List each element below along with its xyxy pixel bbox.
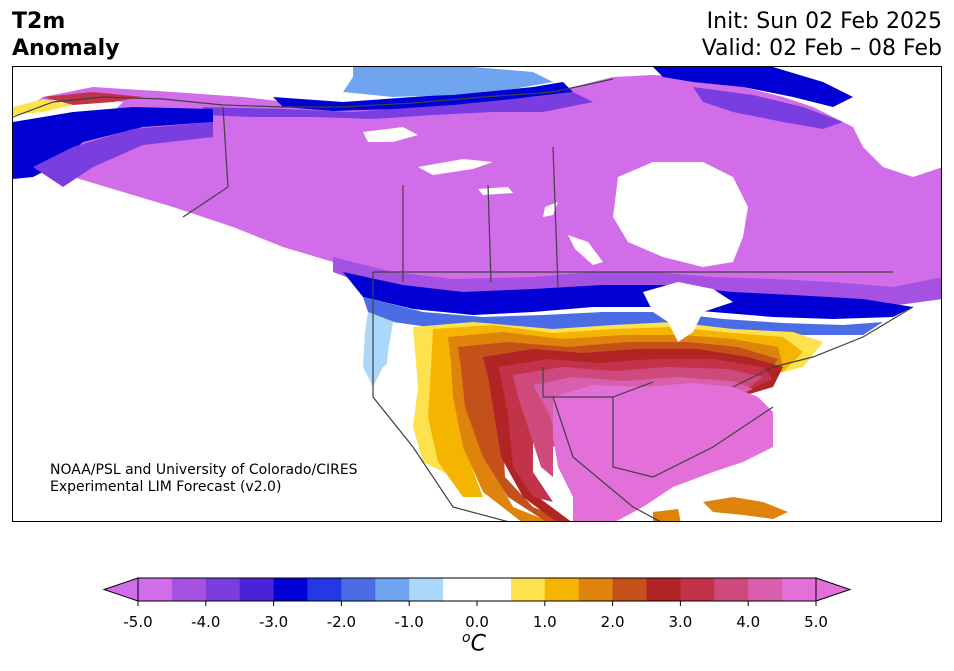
- init-date: Init: Sun 02 Feb 2025: [706, 9, 942, 34]
- colorbar-segment: [239, 578, 275, 601]
- colorbar-tick-label: -5.0: [123, 613, 152, 631]
- credit-line-1: NOAA/PSL and University of Colorado/CIRE…: [50, 462, 358, 478]
- reindeer-lake: [543, 202, 558, 217]
- credit-line-2: Experimental LIM Forecast (v2.0): [50, 479, 282, 495]
- colorbar-segment: [341, 578, 376, 601]
- colorbar-tick-label: 1.0: [533, 613, 557, 631]
- map-title: T2m Anomaly: [12, 8, 119, 62]
- alaska-violet: [33, 122, 213, 187]
- colorbar-segment: [443, 578, 478, 601]
- anomaly-map-graphic: [13, 67, 941, 521]
- colorbar-segments: [138, 578, 817, 601]
- title-line-2: Anomaly: [12, 36, 120, 61]
- colorbar-segment: [375, 578, 410, 601]
- colorbar-segment: [578, 578, 614, 601]
- colorbar-segment: [510, 578, 546, 601]
- colorbar-segment: [273, 578, 308, 601]
- cuba-warm: [703, 497, 788, 519]
- great-lakes: [643, 282, 733, 342]
- band-blue-south: [343, 272, 913, 319]
- forecast-dates: Init: Sun 02 Feb 2025 Valid: 02 Feb – 08…: [702, 8, 942, 62]
- colorbar-tick-label: -4.0: [191, 613, 220, 631]
- credit-text: NOAA/PSL and University of Colorado/CIRE…: [50, 462, 358, 496]
- greenland-blue: [653, 67, 853, 107]
- colorbar-unit: oC: [462, 630, 486, 656]
- colorbar-segment: [171, 578, 207, 601]
- great-slave-lake: [418, 159, 493, 175]
- colorbar-tick-label: 2.0: [601, 613, 625, 631]
- colorbar-segment: [477, 578, 512, 601]
- colorbar-segment: [409, 578, 444, 601]
- colorbar-tick-label: -2.0: [327, 613, 356, 631]
- colorbar-tick-label: 3.0: [668, 613, 692, 631]
- labrador-white: [843, 107, 941, 177]
- colorbar-segment: [680, 578, 715, 601]
- alaska-blue: [13, 107, 213, 179]
- great-bear-lake: [363, 127, 418, 142]
- colorbar-segment: [714, 578, 749, 601]
- colorbar-under-arrow: [102, 577, 139, 602]
- greenland-violet: [693, 87, 843, 129]
- anomaly-map: NOAA/PSL and University of Colorado/CIRE…: [12, 66, 942, 522]
- colorbar-segment: [646, 578, 681, 601]
- colorbar-segment: [205, 578, 241, 601]
- unit-superscript: o: [462, 630, 471, 646]
- hudson-bay: [613, 162, 748, 267]
- unit-label: C: [470, 631, 486, 657]
- colorbar-tick-label: 4.0: [736, 613, 760, 631]
- colorbar-segment: [138, 578, 173, 601]
- colorbar-tick-label: 5.0: [804, 613, 828, 631]
- colorbar-segment: [307, 578, 342, 601]
- arctic-cool-band: [203, 92, 593, 119]
- arctic-light-blue: [343, 67, 553, 97]
- colorbar-segment: [612, 578, 647, 601]
- title-line-1: T2m: [12, 9, 66, 34]
- colorbar-segment: [544, 578, 580, 601]
- colorbar-tick-label: -3.0: [259, 613, 288, 631]
- colorbar-over-arrow: [815, 577, 852, 602]
- lake-athabasca: [478, 187, 513, 195]
- lake-winnipeg: [568, 235, 603, 265]
- colorbar-tick-label: -1.0: [395, 613, 424, 631]
- borders-layer: [13, 78, 914, 521]
- colorbar-tick-label: 0.0: [465, 613, 489, 631]
- colorbar-segment: [748, 578, 783, 601]
- valid-range: Valid: 02 Feb – 08 Feb: [701, 36, 942, 61]
- colorbar-segment: [782, 578, 817, 601]
- yucatan-warm: [653, 509, 681, 521]
- colorbar-ticks: -5.0 -4.0 -3.0 -2.0 -1.0 0.0 1.0 2.0 3.0 4.0 5.0: [123, 601, 828, 631]
- arctic-blue-band: [273, 82, 573, 111]
